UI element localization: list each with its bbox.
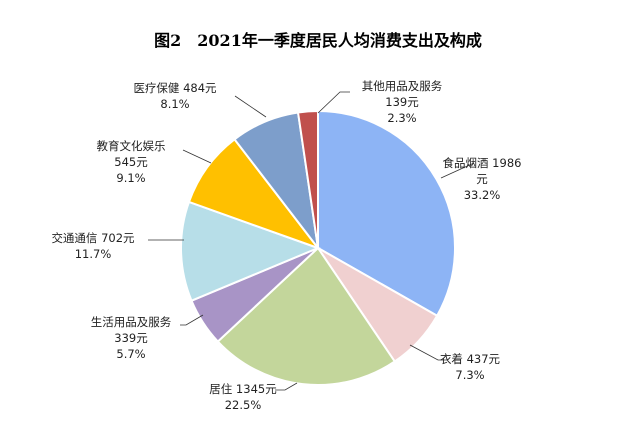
- leader-line-3: [180, 314, 204, 326]
- slice-label-0: 食品烟酒 1986 元 33.2%: [443, 156, 522, 202]
- pie-slice-4: [180, 200, 321, 303]
- leader-line-1: [409, 344, 447, 361]
- chart-title: 图2 2021年一季度居民人均消费支出及构成: [154, 31, 482, 50]
- pie-slice-0: [317, 109, 456, 318]
- slice-label-2: 居住 1345元 22.5%: [209, 382, 277, 412]
- slice-label-3: 生活用品及服务 339元 5.7%: [91, 315, 172, 361]
- slice-label-1: 衣着 437元 7.3%: [440, 352, 501, 382]
- slice-label-5: 教育文化娱乐 545元 9.1%: [97, 139, 166, 185]
- pie-slices: [180, 109, 456, 386]
- slice-label-4: 交通通信 702元 11.7%: [51, 231, 135, 261]
- pie-slice-7: [296, 109, 319, 249]
- slice-labels: 食品烟酒 1986 元 33.2% 衣着 437元 7.3% 居住 1345元 22.5% 生…: [51, 79, 521, 412]
- leader-line-6: [234, 95, 267, 118]
- leader-lines: [148, 91, 475, 391]
- leader-line-0: [440, 162, 475, 179]
- leader-line-5: [182, 149, 212, 164]
- slice-label-7: 其他用品及服务 139元 2.3%: [362, 79, 443, 125]
- pie-slice-2: [216, 246, 397, 386]
- leader-line-7: [317, 91, 350, 114]
- slice-label-6: 医疗保健 484元 8.1%: [133, 81, 217, 111]
- pie-slice-5: [187, 137, 321, 251]
- leader-line-2: [275, 382, 298, 391]
